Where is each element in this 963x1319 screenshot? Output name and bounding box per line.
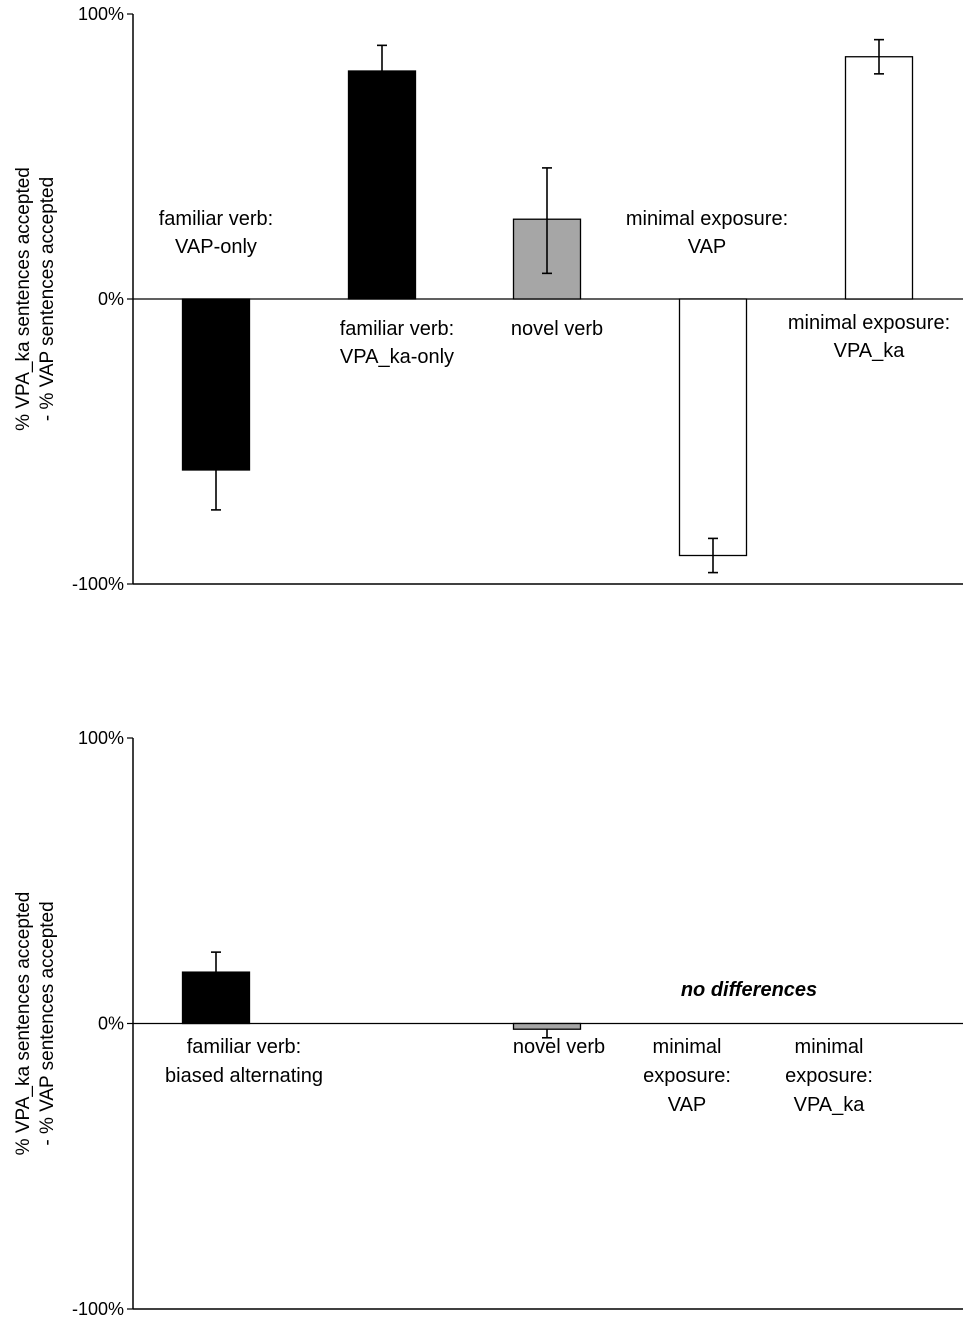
y-tick-label: 0%	[98, 289, 124, 309]
bar	[181, 971, 251, 1025]
category-label: biased alternating	[165, 1065, 323, 1087]
annotation-text: no differences	[681, 979, 817, 1001]
y-tick-label: 100%	[78, 4, 124, 24]
category-label: familiar verb:	[159, 208, 273, 230]
y-axis-label: - % VAP sentences accepted	[37, 901, 58, 1145]
category-label: VPA_ka	[834, 340, 906, 362]
chart-panel-1: 100% 0% -100% % VPA_ka sentences accepted - …	[13, 4, 963, 594]
category-label: exposure:	[785, 1065, 873, 1087]
bar	[347, 70, 417, 300]
category-label: novel verb	[511, 318, 603, 340]
category-label: VAP-only	[175, 236, 257, 258]
category-label: VPA_ka-only	[340, 346, 454, 368]
y-axis-label: - % VAP sentences accepted	[37, 177, 58, 421]
y-tick-label: 0%	[98, 1014, 124, 1034]
bar	[844, 56, 914, 300]
category-label: familiar verb:	[187, 1036, 301, 1058]
bar	[512, 1022, 582, 1030]
y-tick-label: 100%	[78, 728, 124, 748]
category-label: minimal exposure:	[626, 208, 788, 230]
category-label: minimal	[653, 1036, 722, 1058]
y-axis-label: % VPA_ka sentences accepted	[13, 167, 34, 431]
category-label: minimal exposure:	[788, 312, 950, 334]
category-label: novel verb	[513, 1036, 605, 1058]
category-label: minimal	[795, 1036, 864, 1058]
bar	[181, 298, 251, 471]
y-tick-label: -100%	[72, 574, 124, 594]
category-label: VPA_ka	[794, 1094, 866, 1116]
bar	[678, 298, 748, 557]
y-axis-label: % VPA_ka sentences accepted	[13, 892, 34, 1156]
y-tick-label: -100%	[72, 1299, 124, 1319]
category-label: VAP	[668, 1094, 707, 1116]
category-label: exposure:	[643, 1065, 731, 1087]
chart-panel-2: 100% 0% -100% % VPA_ka sentences accepted - …	[13, 728, 963, 1319]
category-label: familiar verb:	[340, 318, 454, 340]
category-label: VAP	[688, 236, 727, 258]
